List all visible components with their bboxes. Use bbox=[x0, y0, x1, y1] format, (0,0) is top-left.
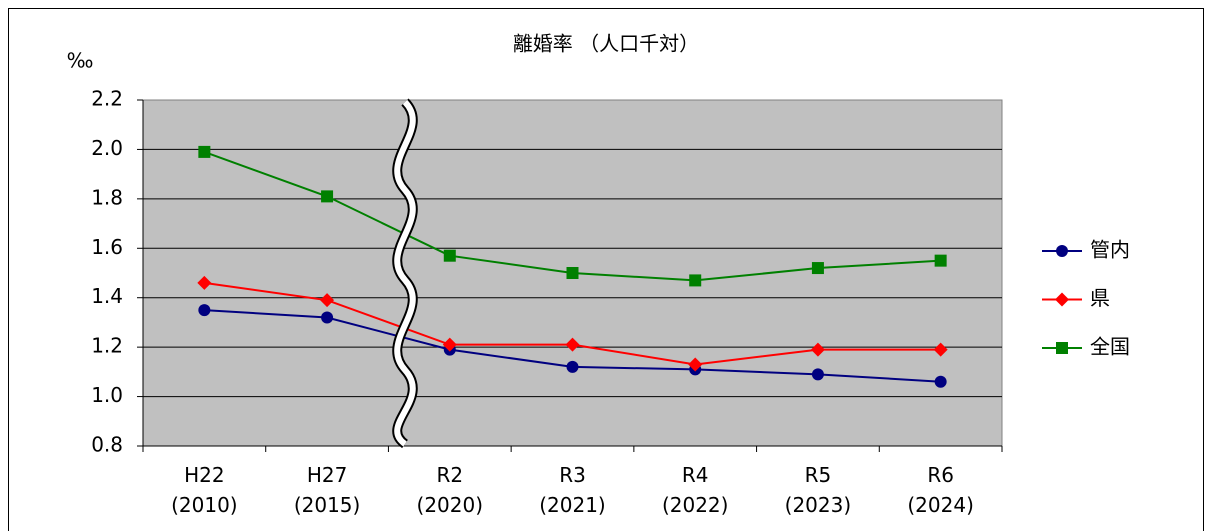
marker bbox=[443, 249, 456, 262]
marker bbox=[198, 145, 211, 158]
y-tick-label: 1.4 bbox=[91, 284, 123, 308]
x-tick-label: R6 (2024) bbox=[907, 463, 974, 517]
y-tick-label: 1.0 bbox=[91, 383, 123, 407]
marker bbox=[688, 357, 703, 372]
marker bbox=[321, 311, 334, 324]
marker bbox=[810, 342, 825, 357]
x-tick-label: R5 (2023) bbox=[785, 463, 852, 517]
marker bbox=[1056, 342, 1068, 354]
y-tick-label: 1.6 bbox=[91, 235, 123, 259]
marker bbox=[442, 337, 457, 352]
marker bbox=[1056, 245, 1068, 257]
y-tick-label: 1.2 bbox=[91, 334, 123, 358]
marker bbox=[565, 337, 580, 352]
marker bbox=[689, 274, 702, 287]
legend-label: 全国 bbox=[1090, 335, 1130, 359]
y-tick-label: 0.8 bbox=[91, 433, 123, 457]
marker bbox=[320, 293, 335, 308]
x-tick-label: H22 (2010) bbox=[171, 463, 238, 517]
marker bbox=[934, 254, 947, 267]
marker bbox=[933, 342, 948, 357]
marker bbox=[198, 304, 211, 317]
y-axis-label: ‰ bbox=[67, 49, 94, 73]
marker bbox=[1055, 292, 1069, 307]
marker bbox=[811, 262, 824, 275]
chart-title: 離婚率 （人口千対） bbox=[513, 32, 699, 56]
y-tick-label: 2.2 bbox=[91, 87, 123, 111]
x-tick-label: R2 (2020) bbox=[417, 463, 484, 517]
marker bbox=[566, 267, 579, 279]
x-tick-label: H27 (2015) bbox=[294, 463, 361, 517]
x-tick-label: R4 (2022) bbox=[662, 463, 729, 517]
y-tick-label: 1.8 bbox=[91, 185, 123, 209]
marker bbox=[566, 360, 579, 373]
marker bbox=[934, 375, 947, 388]
legend-label: 管内 bbox=[1090, 238, 1130, 262]
marker bbox=[321, 190, 334, 203]
y-tick-label: 2.0 bbox=[91, 136, 123, 160]
legend-label: 県 bbox=[1090, 286, 1110, 310]
grid: 0.8 1.0 1.2 1.4 1.6 1.8 2.0 2.2 H22 (2010) H27 (201… bbox=[91, 87, 1003, 517]
axis-break bbox=[392, 98, 418, 449]
x-tick-label: R3 (2021) bbox=[539, 463, 606, 517]
marker bbox=[811, 368, 824, 381]
markers bbox=[197, 145, 948, 388]
marker bbox=[197, 275, 212, 290]
